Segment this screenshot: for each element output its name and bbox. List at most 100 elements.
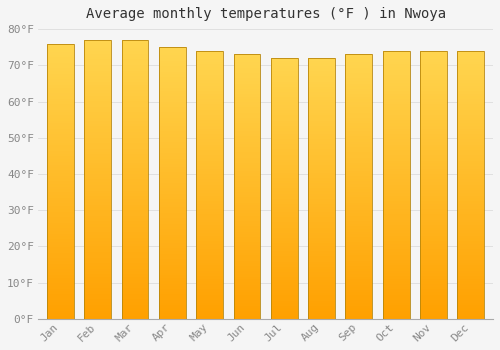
Bar [458,51,484,319]
Bar [122,85,148,88]
Bar [196,273,223,276]
Bar [346,245,372,247]
Bar [346,57,372,60]
Bar [308,160,335,162]
Bar [159,99,186,101]
Bar [458,128,484,131]
Bar [196,308,223,311]
Bar [346,144,372,147]
Bar [84,232,111,235]
Bar [47,242,74,245]
Bar [47,165,74,167]
Bar [346,298,372,300]
Bar [84,135,111,138]
Bar [382,311,409,314]
Bar [196,155,223,158]
Bar [308,274,335,277]
Bar [271,113,297,116]
Bar [308,94,335,97]
Bar [159,270,186,273]
Bar [346,134,372,136]
Bar [458,118,484,120]
Bar [346,197,372,200]
Bar [420,212,447,214]
Bar [84,163,111,166]
Bar [271,261,297,264]
Bar [159,150,186,153]
Bar [122,263,148,266]
Bar [122,207,148,210]
Bar [122,51,148,54]
Bar [196,56,223,59]
Bar [122,154,148,157]
Bar [196,51,223,54]
Bar [271,314,297,316]
Bar [47,63,74,65]
Bar [382,289,409,292]
Bar [47,162,74,165]
Bar [84,285,111,288]
Bar [159,300,186,303]
Bar [122,71,148,74]
Bar [159,254,186,257]
Bar [234,261,260,263]
Bar [47,65,74,68]
Bar [47,52,74,55]
Bar [234,247,260,250]
Bar [159,161,186,164]
Bar [196,262,223,265]
Bar [159,107,186,110]
Bar [196,64,223,67]
Bar [458,142,484,145]
Bar [382,163,409,166]
Bar [308,264,335,267]
Bar [271,238,297,241]
Bar [84,157,111,160]
Bar [234,276,260,279]
Bar [308,277,335,280]
Bar [159,191,186,194]
Bar [346,54,372,57]
Bar [271,141,297,144]
Bar [420,166,447,169]
Bar [159,58,186,61]
Bar [122,57,148,60]
Bar [122,282,148,285]
Bar [458,136,484,139]
Bar [196,99,223,102]
Bar [122,272,148,274]
Bar [420,220,447,222]
Bar [47,264,74,267]
Bar [346,84,372,86]
Bar [346,187,372,189]
Bar [234,205,260,208]
Bar [159,259,186,262]
Bar [84,46,111,48]
Bar [271,285,297,288]
Bar [159,91,186,93]
Bar [271,303,297,306]
Bar [159,229,186,232]
Bar [159,140,186,142]
Bar [159,74,186,77]
Bar [159,234,186,237]
Bar [346,181,372,184]
Bar [308,241,335,243]
Bar [382,244,409,246]
Bar [420,80,447,83]
Bar [159,52,186,55]
Bar [382,142,409,145]
Bar [234,166,260,168]
Bar [47,280,74,283]
Bar [271,243,297,246]
Bar [346,131,372,134]
Bar [382,249,409,252]
Bar [122,288,148,291]
Bar [382,281,409,284]
Bar [122,163,148,166]
Bar [196,214,223,217]
Bar [346,224,372,226]
Bar [308,152,335,155]
Bar [458,201,484,204]
Bar [122,241,148,244]
